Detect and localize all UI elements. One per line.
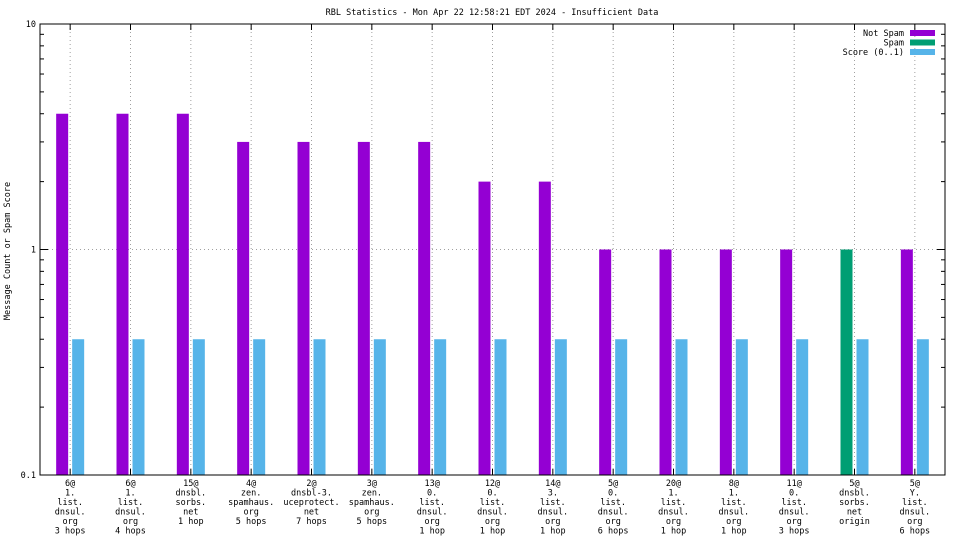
y-axis-label: Message Count or Spam Score <box>3 182 13 320</box>
legend-label: Spam <box>884 39 904 49</box>
x-tick-label: 14@ 3. list. dnsul. org 1 hop <box>537 479 568 537</box>
bar-not-spam <box>116 113 129 475</box>
bar-not-spam <box>659 249 672 475</box>
bar-not-spam <box>599 249 612 475</box>
legend-swatch <box>910 30 935 36</box>
x-tick-label: 4@ zen. spamhaus. org 5 hops <box>228 479 274 527</box>
x-tick-label: 6@ 1. list. dnsul. org 3 hops <box>55 479 86 537</box>
x-tick-label: 6@ 1. list. dnsul. org 4 hops <box>115 479 146 537</box>
legend-label: Score (0..1) <box>843 48 904 58</box>
bar-not-spam <box>538 181 551 475</box>
legend-swatch <box>910 39 935 46</box>
bar-score-0-1 <box>313 339 326 475</box>
axis-ticks: 0.1 1 10 <box>21 20 945 481</box>
bar-spam <box>840 249 853 475</box>
bar-score-0-1 <box>615 339 628 475</box>
x-tick-label: 12@ 0. list. dnsul. org 1 hop <box>477 479 508 537</box>
bar-not-spam <box>780 249 793 475</box>
x-tick-label: 20@ 1. list. dnsul. org 1 hop <box>658 479 689 537</box>
bar-not-spam <box>900 249 913 475</box>
y-tick-label: 10 <box>26 20 36 30</box>
bar-not-spam <box>418 141 431 475</box>
legend-swatch <box>910 49 935 55</box>
bar-score-0-1 <box>373 339 386 475</box>
bar-score-0-1 <box>796 339 809 475</box>
bar-not-spam <box>297 141 310 475</box>
bar-score-0-1 <box>675 339 688 475</box>
x-tick-label: 8@ 1. list. dnsul. org 1 hop <box>718 479 749 537</box>
legend-label: Not Spam <box>863 29 904 39</box>
bar-not-spam <box>56 113 69 475</box>
chart-title: RBL Statistics - Mon Apr 22 12:58:21 EDT… <box>326 8 659 18</box>
bar-score-0-1 <box>72 339 85 475</box>
bar-not-spam <box>478 181 491 475</box>
x-tick-label: 5@ Y. list. dnsul. org 6 hops <box>899 479 930 537</box>
bar-score-0-1 <box>494 339 507 475</box>
bar-score-0-1 <box>856 339 869 475</box>
x-tick-label: 13@ 0. list. dnsul. org 1 hop <box>417 479 448 537</box>
bar-score-0-1 <box>434 339 447 475</box>
bars <box>56 113 929 475</box>
x-tick-label: 15@ dnsbl. sorbs. net 1 hop <box>175 479 206 527</box>
x-tick-label: 5@ dnsbl. sorbs. net origin <box>839 479 870 527</box>
x-tick-label: 5@ 0. list. dnsul. org 6 hops <box>598 479 629 537</box>
bar-score-0-1 <box>735 339 748 475</box>
x-tick-label: 2@ dnsbl-3. uceprotect. net 7 hops <box>283 479 339 527</box>
x-tick-label: 3@ zen. spamhaus. org 5 hops <box>349 479 395 527</box>
bar-score-0-1 <box>132 339 145 475</box>
y-tick-label: 1 <box>31 246 36 256</box>
bar-score-0-1 <box>554 339 567 475</box>
x-tick-label: 11@ 0. list. dnsul. org 3 hops <box>779 479 810 537</box>
bar-score-0-1 <box>253 339 266 475</box>
grid-lines <box>40 24 945 475</box>
y-tick-label: 0.1 <box>21 471 36 481</box>
bar-not-spam <box>176 113 189 475</box>
bar-score-0-1 <box>192 339 205 475</box>
x-tick-labels: 6@ 1. list. dnsul. org 3 hops 6@ 1. list. dnsul. o… <box>55 479 930 537</box>
bar-not-spam <box>357 141 370 475</box>
bar-score-0-1 <box>916 339 929 475</box>
bar-not-spam <box>237 141 250 475</box>
bar-not-spam <box>719 249 732 475</box>
